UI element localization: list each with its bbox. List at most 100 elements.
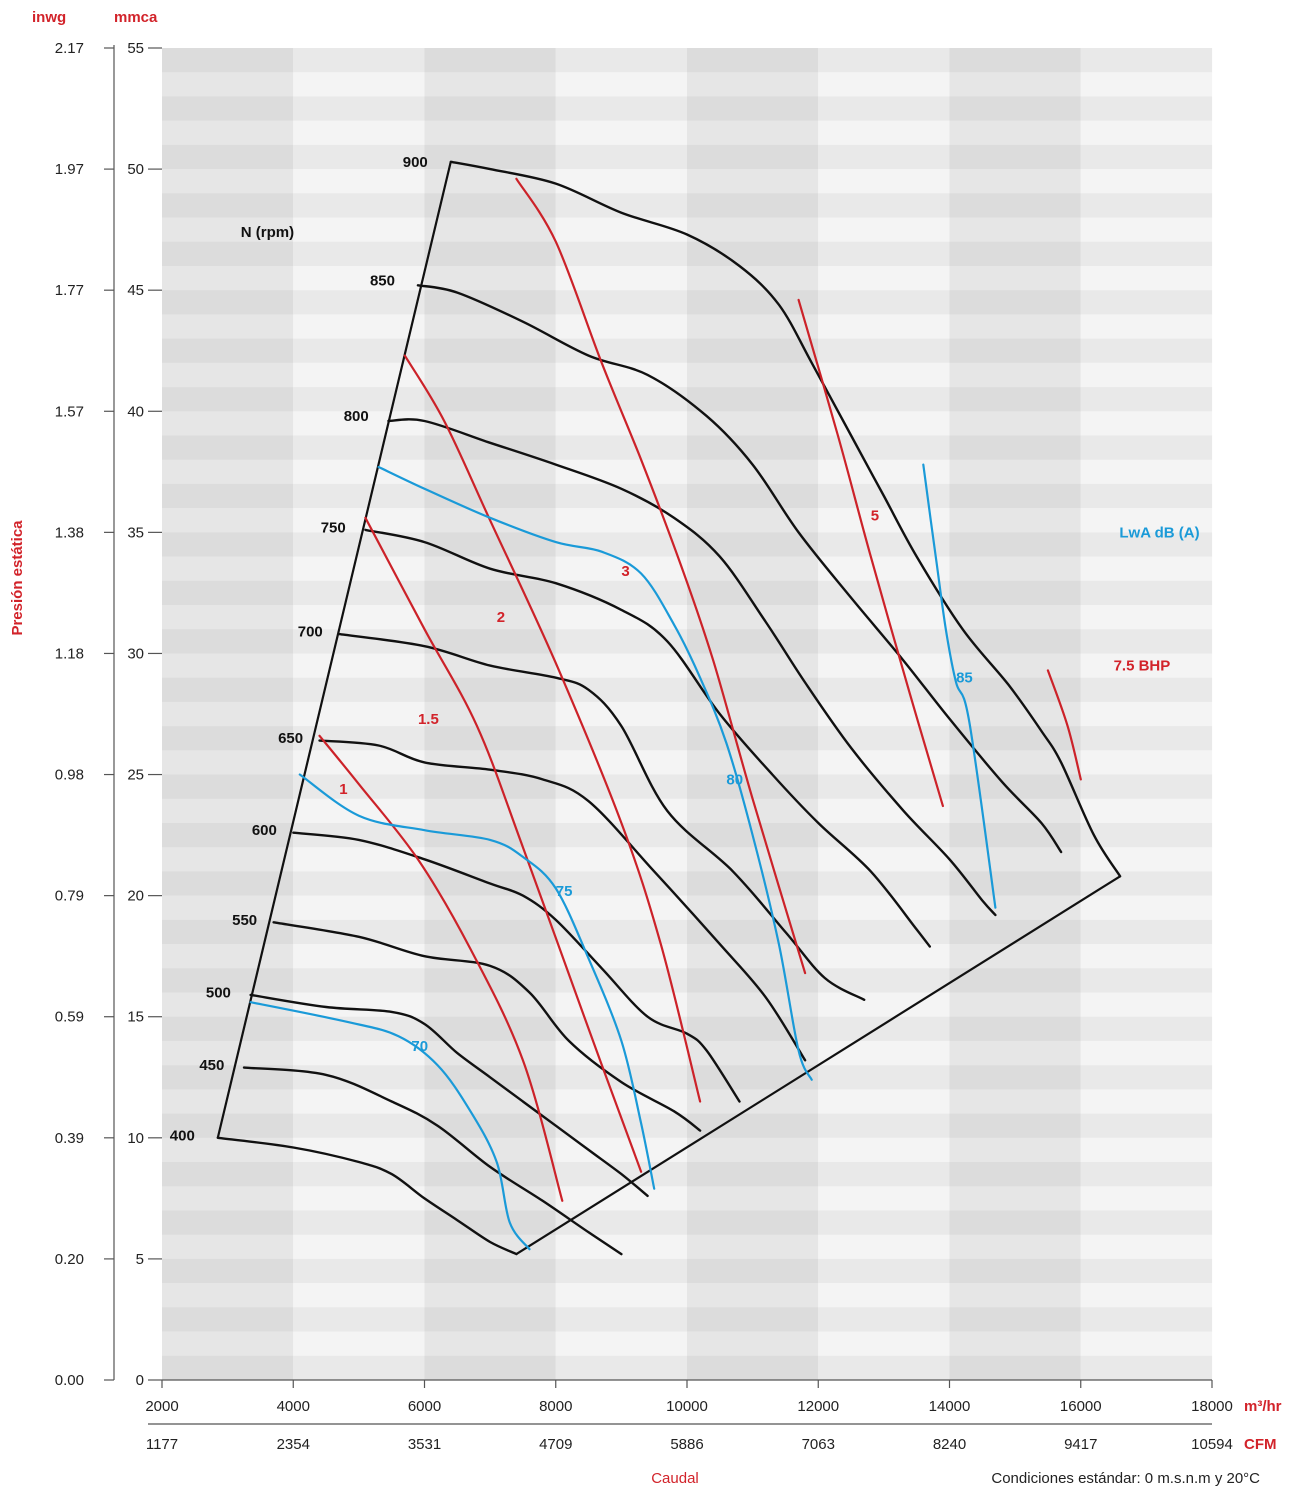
- background-band: [818, 362, 950, 388]
- y-tick-label-mmca: 40: [127, 403, 144, 420]
- background-band: [424, 726, 556, 751]
- background-band: [818, 798, 950, 824]
- background-band: [162, 580, 294, 606]
- background-band: [1080, 1283, 1213, 1308]
- background-band: [1080, 508, 1213, 533]
- background-band: [293, 1355, 425, 1381]
- background-band: [687, 1355, 819, 1381]
- background-band: [555, 629, 688, 654]
- background-band: [424, 532, 556, 557]
- background-band: [293, 411, 425, 436]
- background-band: [1080, 992, 1213, 1017]
- background-band: [293, 1040, 425, 1066]
- background-band: [687, 314, 819, 339]
- background-band: [555, 1355, 688, 1381]
- x-tick-label-cfm: 2354: [277, 1436, 310, 1453]
- background-band: [818, 193, 950, 218]
- background-band: [949, 1089, 1081, 1114]
- x-unit-m3hr: m³/hr: [1244, 1398, 1282, 1415]
- background-band: [949, 750, 1081, 775]
- background-band: [555, 144, 688, 170]
- background-band: [293, 847, 425, 872]
- y-tick-label-mmca: 30: [127, 645, 144, 662]
- background-band: [949, 96, 1081, 121]
- conditions-note: Condiciones estándar: 0 m.s.n.m y 20°C: [991, 1470, 1260, 1487]
- x-tick-label-m3hr: 4000: [277, 1398, 310, 1415]
- background-band: [293, 1258, 425, 1284]
- y-unit-mmca: mmca: [114, 9, 158, 26]
- background-band: [687, 895, 819, 921]
- background-band: [1080, 290, 1213, 315]
- db-label-70: 70: [411, 1038, 428, 1055]
- background-band: [687, 701, 819, 727]
- background-band: [293, 120, 425, 146]
- background-band: [1080, 1355, 1213, 1381]
- background-band: [293, 1016, 425, 1042]
- background-band: [818, 96, 950, 121]
- background-band: [1080, 266, 1213, 291]
- background-band: [293, 72, 425, 97]
- background-band: [162, 1283, 294, 1308]
- background-band: [687, 169, 819, 194]
- background-band: [949, 1307, 1081, 1332]
- background-band: [818, 1355, 950, 1381]
- db-curve-85: [922, 463, 997, 909]
- background-band: [1080, 556, 1213, 582]
- background-band: [687, 435, 819, 460]
- background-band: [949, 72, 1081, 97]
- background-band: [687, 1186, 819, 1211]
- background-band: [162, 508, 294, 533]
- bhp-curve-1: [318, 734, 564, 1202]
- background-band: [162, 1210, 294, 1235]
- background-band: [949, 144, 1081, 170]
- background-band: [1080, 169, 1213, 194]
- background-band: [949, 1016, 1081, 1042]
- background-band: [293, 435, 425, 460]
- background-band: [555, 798, 688, 824]
- background-band: [818, 266, 950, 291]
- background-band: [424, 1210, 556, 1235]
- background-band: [555, 701, 688, 727]
- y-tick-label-inwg: 0.20: [55, 1251, 84, 1268]
- background-band: [424, 411, 556, 436]
- background-band: [1080, 1307, 1213, 1332]
- background-band: [555, 72, 688, 97]
- db-curves: [249, 463, 997, 1251]
- background-band: [555, 1016, 688, 1042]
- background-band: [162, 726, 294, 751]
- rpm-title: N (rpm): [241, 224, 294, 241]
- background-band: [687, 1331, 819, 1357]
- background-band: [162, 290, 294, 315]
- background-band: [424, 750, 556, 775]
- bhp-curve-7-5bhp: [1046, 669, 1082, 781]
- background-band: [424, 1307, 556, 1332]
- rpm-curve-550: [272, 921, 702, 1132]
- background-band: [818, 1137, 950, 1163]
- background-band: [162, 605, 294, 630]
- background-band: [1080, 411, 1213, 436]
- background-band: [949, 823, 1081, 848]
- background-band: [1080, 1016, 1213, 1042]
- background-band: [1080, 314, 1213, 339]
- background-band: [162, 96, 294, 121]
- background-band: [1080, 532, 1213, 557]
- background-band: [555, 411, 688, 436]
- y-tick-label-mmca: 50: [127, 161, 144, 178]
- background-band: [687, 144, 819, 170]
- bhp-curve-1-5: [364, 516, 643, 1173]
- bhp-label: 7.5 BHP: [1114, 658, 1171, 675]
- y-tick-label-mmca: 0: [136, 1372, 144, 1389]
- background-band: [949, 1258, 1081, 1284]
- y-tick-label-inwg: 1.97: [55, 161, 84, 178]
- axes: [104, 45, 1213, 1425]
- background-band: [555, 726, 688, 751]
- background-band: [949, 193, 1081, 218]
- background-band: [949, 314, 1081, 339]
- x-tick-label-m3hr: 10000: [666, 1398, 708, 1415]
- background-band: [424, 338, 556, 364]
- background-band: [818, 1065, 950, 1090]
- background-band: [555, 847, 688, 872]
- background-band: [687, 556, 819, 582]
- rpm-label-850: 850: [370, 272, 395, 289]
